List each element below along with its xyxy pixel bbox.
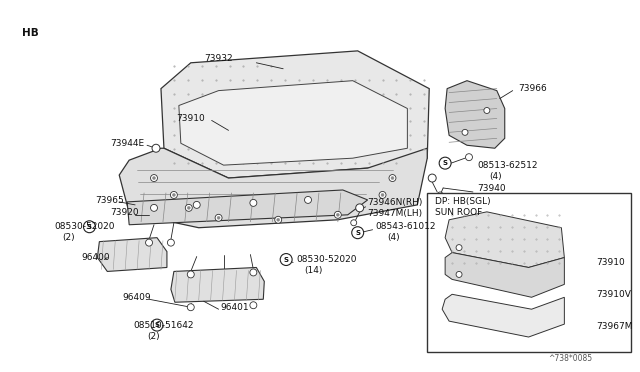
Circle shape [188, 271, 195, 278]
Circle shape [456, 245, 462, 251]
Text: 73920: 73920 [110, 208, 138, 217]
Circle shape [250, 269, 257, 276]
Circle shape [334, 211, 341, 218]
Circle shape [379, 192, 386, 198]
Text: 73967M: 73967M [596, 322, 633, 331]
Polygon shape [161, 51, 429, 178]
Text: S: S [154, 322, 159, 328]
Text: 08513-62512: 08513-62512 [477, 161, 538, 170]
Circle shape [351, 220, 356, 226]
Circle shape [215, 214, 222, 221]
Circle shape [391, 177, 394, 180]
Text: (2): (2) [147, 331, 159, 340]
Circle shape [462, 129, 468, 135]
Circle shape [337, 213, 339, 216]
Circle shape [456, 272, 462, 278]
Text: SUN ROOF: SUN ROOF [435, 208, 483, 217]
Text: 08530-52020: 08530-52020 [54, 222, 115, 231]
Text: 08543-61012: 08543-61012 [376, 222, 436, 231]
Circle shape [151, 319, 163, 331]
Circle shape [152, 177, 156, 180]
Polygon shape [179, 81, 408, 165]
Circle shape [250, 302, 257, 309]
Text: (14): (14) [304, 266, 323, 275]
Circle shape [381, 193, 384, 196]
Polygon shape [97, 238, 167, 272]
Text: 96400: 96400 [81, 253, 109, 262]
Circle shape [356, 204, 364, 212]
Circle shape [188, 206, 190, 209]
Circle shape [250, 199, 257, 206]
Circle shape [275, 216, 282, 223]
Circle shape [152, 144, 160, 152]
Circle shape [150, 204, 157, 211]
Text: 08510-51642: 08510-51642 [133, 321, 194, 330]
Circle shape [352, 227, 364, 239]
Circle shape [168, 239, 174, 246]
Polygon shape [445, 253, 564, 297]
Text: 73940: 73940 [477, 185, 506, 193]
Text: 73932: 73932 [204, 54, 233, 63]
Polygon shape [445, 212, 564, 267]
Polygon shape [127, 190, 367, 225]
Circle shape [276, 218, 280, 221]
Text: S: S [443, 160, 447, 166]
Text: S: S [87, 224, 92, 230]
Circle shape [428, 174, 436, 182]
Circle shape [437, 192, 443, 198]
Text: S: S [284, 257, 289, 263]
Text: 08530-52020: 08530-52020 [296, 255, 356, 264]
Circle shape [150, 174, 157, 182]
Circle shape [83, 221, 95, 233]
Circle shape [389, 174, 396, 182]
Text: 73910V: 73910V [596, 290, 631, 299]
Text: (2): (2) [63, 233, 76, 242]
Polygon shape [119, 148, 428, 228]
Text: ^738*0085: ^738*0085 [548, 355, 592, 363]
Circle shape [484, 108, 490, 113]
Circle shape [186, 204, 192, 211]
Text: 73946N(RH): 73946N(RH) [367, 198, 423, 208]
Text: 73910: 73910 [596, 258, 625, 267]
Circle shape [439, 157, 451, 169]
Text: HB: HB [22, 28, 38, 38]
Text: 73947M(LH): 73947M(LH) [367, 209, 423, 218]
Circle shape [465, 154, 472, 161]
Text: 96409: 96409 [123, 293, 152, 302]
Circle shape [280, 254, 292, 266]
Text: DP: HB(SGL): DP: HB(SGL) [435, 198, 491, 206]
Polygon shape [442, 294, 564, 337]
Text: 96401: 96401 [221, 303, 249, 312]
Circle shape [145, 239, 152, 246]
Text: (4): (4) [489, 171, 502, 180]
Text: S: S [355, 230, 360, 236]
Bar [428, 193, 631, 352]
Text: 73965: 73965 [95, 196, 124, 205]
Circle shape [193, 201, 200, 208]
Text: 73944E: 73944E [110, 139, 144, 148]
Circle shape [188, 304, 195, 311]
Circle shape [305, 196, 312, 203]
Polygon shape [445, 81, 505, 148]
Text: 73966: 73966 [518, 84, 547, 93]
Polygon shape [171, 267, 264, 302]
Circle shape [217, 216, 220, 219]
Circle shape [172, 193, 175, 196]
Text: 73910: 73910 [177, 114, 205, 123]
Text: (4): (4) [387, 233, 400, 242]
Circle shape [170, 192, 177, 198]
